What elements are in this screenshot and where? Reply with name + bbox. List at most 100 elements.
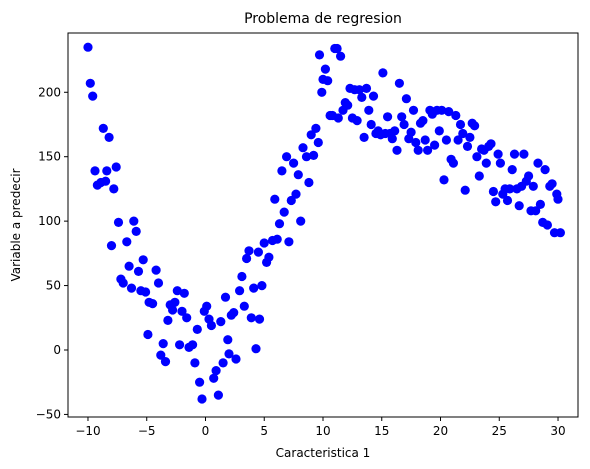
data-point [277,166,287,176]
data-point [160,357,171,367]
data-point [387,134,397,144]
data-point [244,246,254,256]
data-point [296,216,306,226]
data-point [104,132,114,142]
data-point [177,306,187,316]
data-point [188,340,198,350]
y-tick-label: 50 [46,279,61,293]
data-point [406,127,416,137]
data-point [448,158,458,168]
data-point [143,329,153,340]
x-tick-label: 20 [433,424,448,438]
data-point [101,176,111,186]
y-axis-label: Variable a predecir [9,168,23,281]
data-point [138,255,148,265]
x-tick-label: 15 [374,424,389,438]
data-point [495,158,505,168]
data-point [394,78,404,88]
data-point [239,301,249,311]
data-point [401,94,411,104]
data-point [124,261,134,271]
data-point [437,105,447,115]
data-point [213,390,223,400]
data-point [301,152,312,162]
x-tick-label: −5 [138,424,156,438]
data-point [535,199,546,209]
data-point [486,139,496,149]
data-point [455,119,466,130]
data-point [555,228,566,238]
data-point [153,278,164,288]
data-point [251,344,261,354]
data-point [242,253,252,264]
data-point [131,226,141,236]
data-point [83,42,93,52]
data-point [88,91,98,101]
data-point [397,112,407,122]
y-tick-label: −50 [36,407,61,421]
data-point [282,152,292,162]
x-tick-label: −10 [75,424,100,438]
data-point [259,238,269,248]
data-point [430,140,440,150]
data-point [224,349,234,359]
data-point [246,313,256,323]
data-point [90,166,100,176]
data-point [274,219,285,229]
data-point [257,281,267,291]
data-point [505,184,515,194]
data-point [465,132,475,142]
data-point [332,43,342,54]
x-axis-label: Caracteristica 1 [276,446,371,460]
data-point [209,373,219,383]
data-point [399,119,409,130]
data-point [531,206,541,216]
x-tick-label: 30 [550,424,565,438]
data-point [253,247,263,257]
data-point [148,299,158,309]
data-point [423,145,433,155]
x-axis: −10 −5 0 5 10 15 20 25 30 [75,417,566,438]
data-point [220,292,231,302]
data-point [547,179,557,189]
data-point [357,92,367,102]
data-point [218,358,228,368]
data-point [390,126,400,136]
data-point [106,241,117,251]
data-point [439,175,449,185]
data-point [553,194,563,204]
data-point [311,123,321,133]
data-point [514,201,524,211]
data-point [85,78,95,88]
data-point [235,286,245,296]
data-point [474,171,484,181]
data-point [289,158,299,168]
data-point [320,64,330,74]
data-point [306,130,316,140]
data-point [291,189,301,199]
data-point [163,315,173,325]
data-point [453,135,463,145]
data-point [354,85,364,95]
data-point [361,83,372,93]
data-point [413,145,423,155]
data-point [314,50,325,60]
y-tick-label: 0 [53,343,61,357]
data-point [352,116,362,126]
data-point [333,113,343,123]
data-point [434,126,444,136]
data-point [540,165,550,175]
data-point [151,265,161,275]
data-point [359,132,369,142]
data-point [179,288,189,298]
data-point [336,51,346,61]
data-point [323,76,333,86]
data-point [451,110,461,121]
data-point [509,149,520,159]
data-point [158,339,168,349]
data-point [133,266,144,276]
data-point [460,185,470,195]
data-point [192,324,202,334]
